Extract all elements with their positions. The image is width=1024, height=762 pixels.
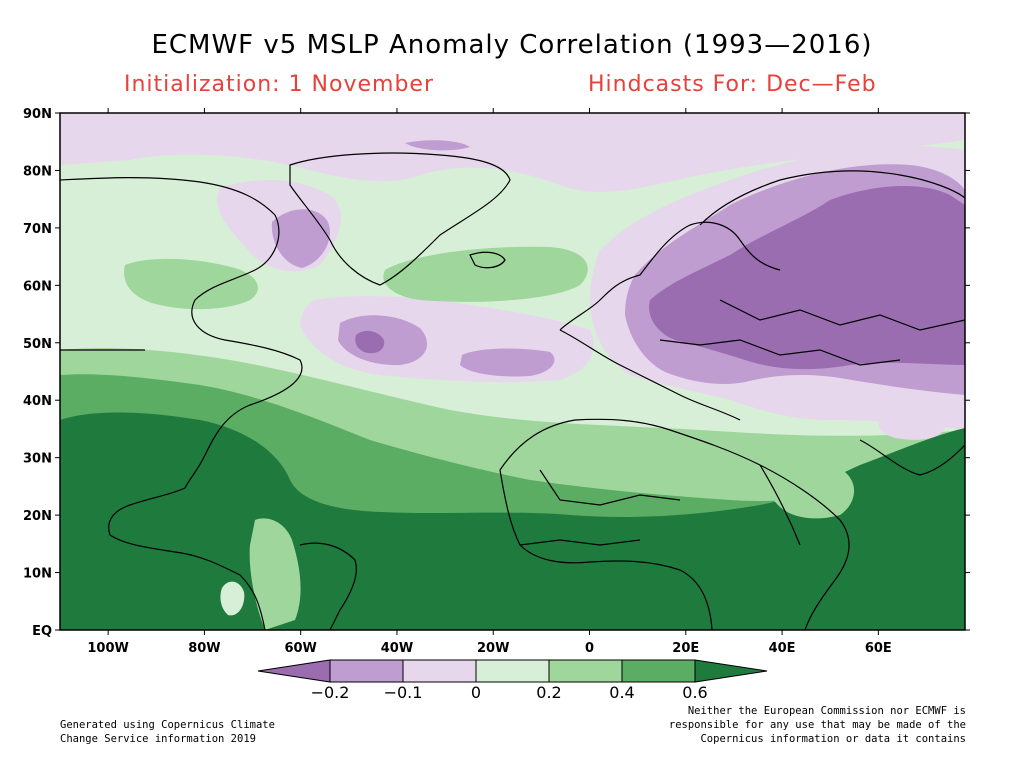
field-pos-mid-arabia: [766, 463, 855, 519]
colorbar-label: 0.2: [536, 683, 561, 702]
colorbar-box: [621, 659, 696, 683]
map-title: ECMWF v5 MSLP Anomaly Correlation (1993—…: [151, 30, 873, 60]
colorbar-label: −0.2: [311, 683, 350, 702]
field-neg-mid-arctic: [405, 140, 470, 151]
colorbar-label: −0.1: [384, 683, 423, 702]
subtitle-hindcasts: Hindcasts For: Dec—Feb: [588, 72, 877, 97]
colorbar-box: [475, 659, 550, 683]
plot-frame: [59, 112, 966, 631]
lat-label: 80N: [23, 164, 52, 179]
field-neg-mid-canada: [271, 209, 330, 268]
field-pos-light-caribbean: [220, 581, 245, 616]
field-neg-light-himalaya: [878, 414, 945, 440]
latitude-axis: 90N 80N 70N 60N 50N 40N 30N 20N 10N EQ: [23, 107, 970, 639]
lon-label: 0: [585, 641, 594, 656]
field-pos-mid-iceland: [383, 246, 588, 302]
lat-label: 70N: [23, 222, 52, 237]
lat-label: EQ: [32, 624, 52, 639]
disclaimer: Neither the European Commission nor ECMW…: [669, 704, 966, 746]
lat-label: 30N: [23, 452, 52, 467]
correlation-field: [60, 113, 965, 630]
lat-label: 90N: [23, 107, 52, 122]
credit-left-line-1: Generated using Copernicus Climate: [60, 719, 275, 731]
field-neg-strong-atlantic: [355, 330, 385, 354]
field-neg-strong-eurasia: [649, 185, 965, 370]
coastlines: [60, 152, 965, 630]
colorbar-arrow-low: [257, 659, 331, 683]
field-neg-mid-atlantic-east: [460, 348, 555, 377]
colorbar-box: [402, 659, 477, 683]
disclaimer-line-3: Copernicus information or data it contai…: [700, 733, 966, 745]
field-pos-mid-caribbean: [249, 518, 301, 630]
lon-label: 100W: [87, 641, 128, 656]
colorbar-box: [329, 659, 404, 683]
lat-label: 50N: [23, 337, 52, 352]
lat-label: 40N: [23, 394, 52, 409]
disclaimer-line-2: responsible for any use that may be made…: [668, 719, 966, 731]
lon-label: 80W: [188, 641, 220, 656]
lon-label: 60E: [865, 641, 892, 656]
colorbar-label: 0: [471, 683, 481, 702]
colorbar: −0.2 −0.1 0 0.2 0.4 0.6: [257, 659, 768, 702]
longitude-axis: 100W 80W 60W 40W 20W 0 20E 40E 60E: [87, 108, 892, 656]
colorbar-arrow-high: [694, 659, 768, 683]
field-pos-mid-hudson: [124, 258, 258, 310]
field-neg-light-arctic: [60, 113, 965, 192]
subtitle-initialization: Initialization: 1 November: [124, 72, 435, 97]
credit-left-line-2: Change Service information 2019: [60, 733, 256, 745]
lon-label: 40W: [381, 641, 413, 656]
lon-label: 20W: [477, 641, 509, 656]
credit-copernicus: Generated using Copernicus Climate Chang…: [60, 718, 275, 746]
lat-label: 10N: [23, 567, 52, 582]
lon-label: 20E: [672, 641, 699, 656]
colorbar-label: 0.4: [609, 683, 634, 702]
disclaimer-line-1: Neither the European Commission nor ECMW…: [687, 705, 966, 717]
lat-label: 20N: [23, 509, 52, 524]
lon-label: 60W: [284, 641, 316, 656]
colorbar-label: 0.6: [682, 683, 707, 702]
lat-label: 60N: [23, 279, 52, 294]
colorbar-box: [548, 659, 623, 683]
lon-label: 40E: [769, 641, 796, 656]
